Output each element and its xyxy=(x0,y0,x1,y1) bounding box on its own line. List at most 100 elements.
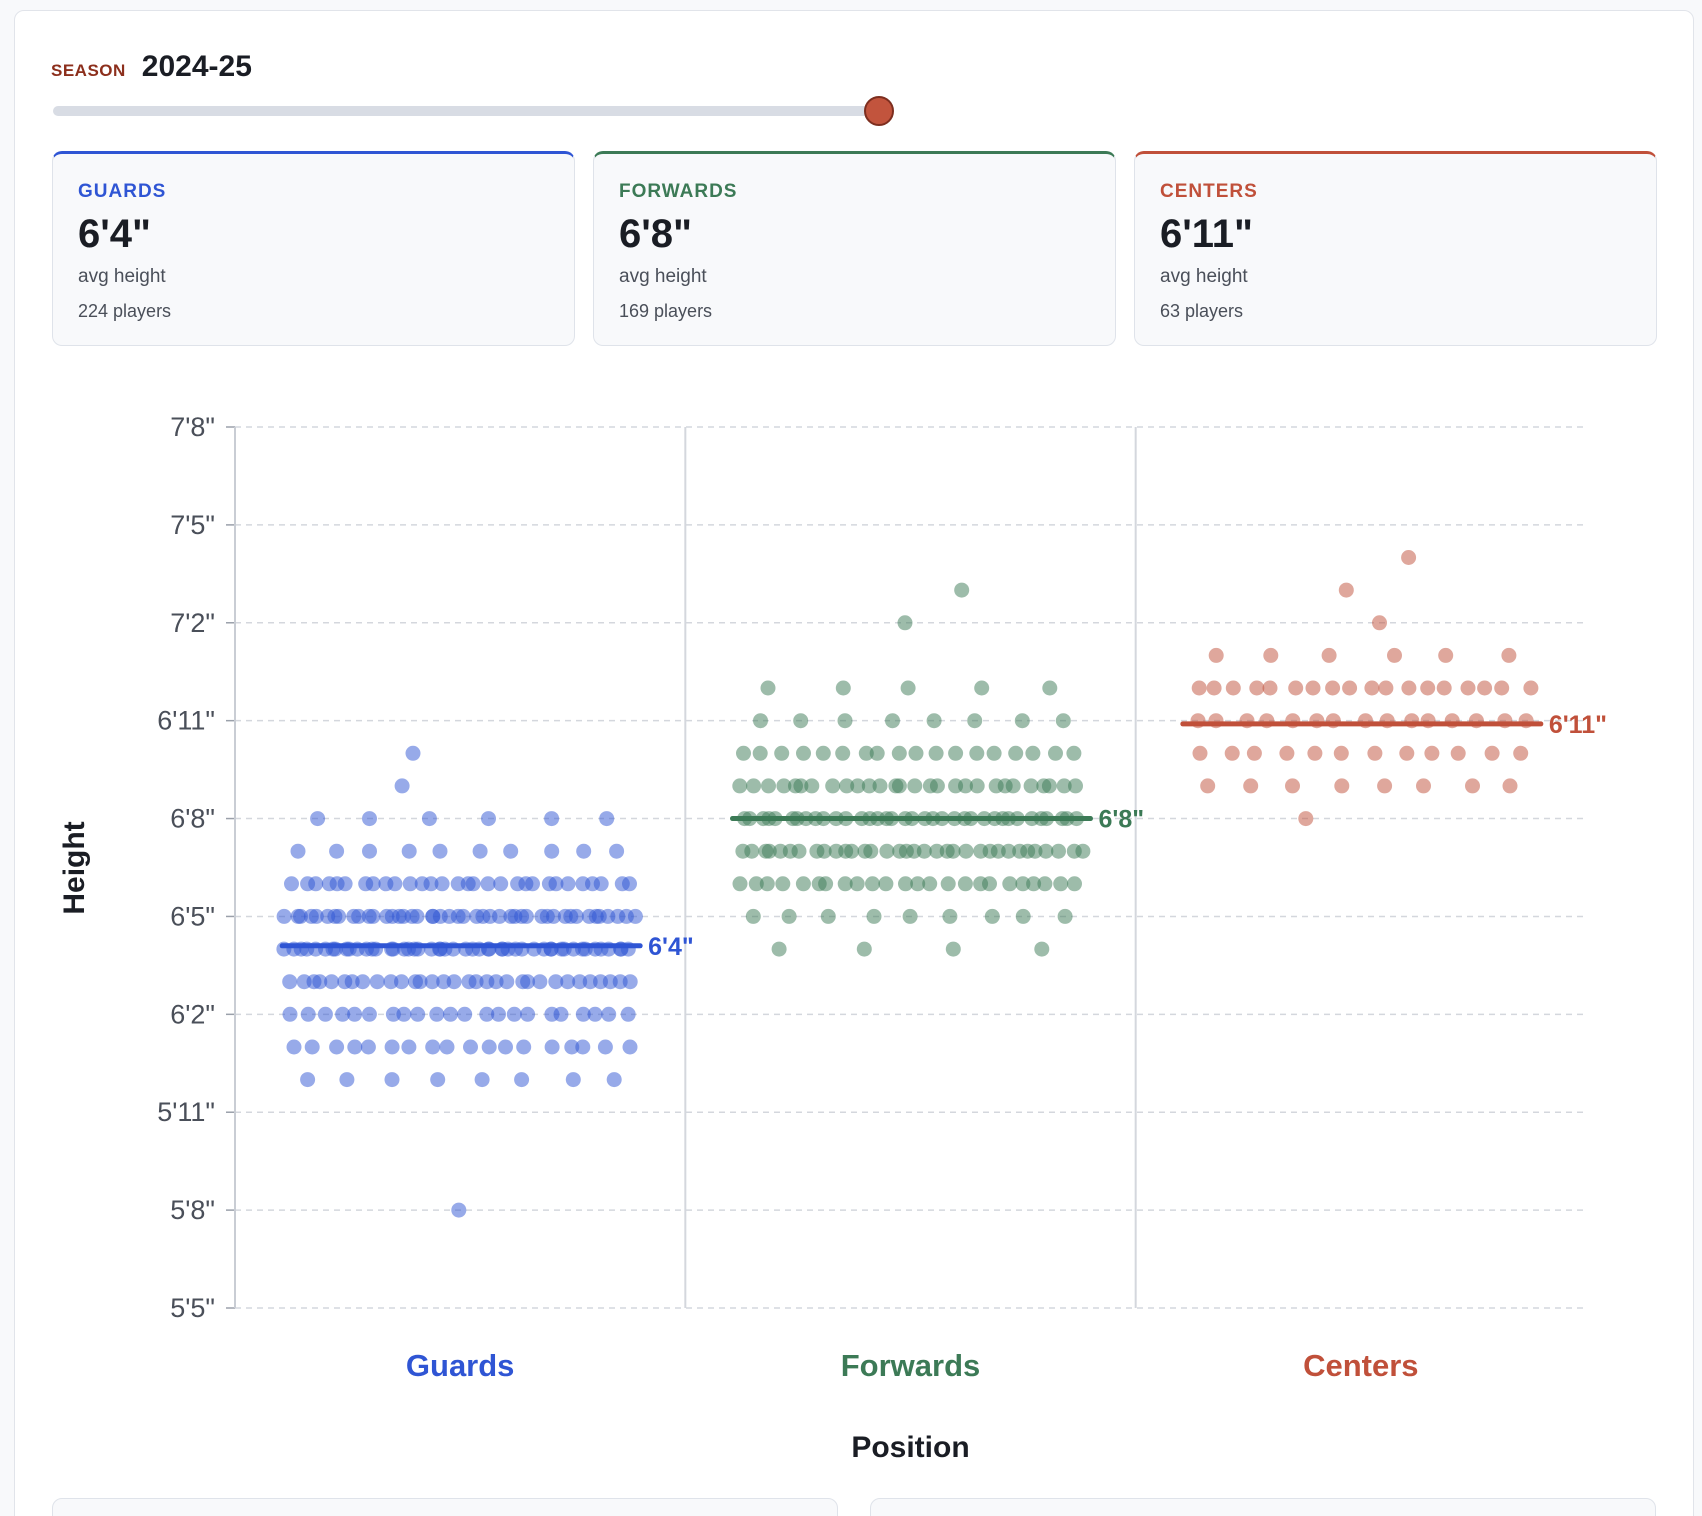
season-slider-thumb[interactable] xyxy=(864,96,894,126)
player-dot xyxy=(863,843,879,859)
player-dot xyxy=(276,908,292,924)
player-dot xyxy=(1023,778,1039,794)
player-dot xyxy=(1008,745,1024,761)
player-dot xyxy=(384,1072,400,1088)
player-dot xyxy=(974,680,990,696)
player-dot xyxy=(897,615,913,631)
player-dot xyxy=(942,908,958,924)
player-dot xyxy=(412,974,428,990)
player-dot xyxy=(335,1006,351,1022)
player-dot xyxy=(1502,778,1518,794)
y-tick-label: 6'8" xyxy=(170,804,215,834)
player-dot xyxy=(774,745,790,761)
player-dot xyxy=(339,1072,355,1088)
player-dot xyxy=(839,778,855,794)
player-dot xyxy=(1288,680,1304,696)
player-dot xyxy=(1246,745,1262,761)
player-dot xyxy=(439,1039,455,1055)
player-dot xyxy=(891,745,907,761)
player-dot xyxy=(929,843,945,859)
player-dot xyxy=(429,1006,445,1022)
player-dot xyxy=(1027,843,1043,859)
player-dot xyxy=(1285,778,1300,794)
player-dot xyxy=(587,1006,603,1022)
player-dot xyxy=(498,1039,513,1055)
player-dot xyxy=(465,876,481,892)
player-dot xyxy=(601,1006,617,1022)
player-dot xyxy=(1484,745,1500,761)
player-dot xyxy=(775,876,791,892)
player-dot xyxy=(481,811,496,827)
player-dot xyxy=(520,1006,536,1022)
player-dot xyxy=(1367,745,1383,761)
player-dot xyxy=(1416,778,1431,794)
player-dot xyxy=(815,745,831,761)
player-dot xyxy=(1420,680,1436,696)
player-dot xyxy=(430,1072,446,1088)
player-dot xyxy=(384,1039,400,1055)
player-dot xyxy=(796,745,811,761)
season-slider[interactable] xyxy=(53,96,894,126)
card-player-count: 63 players xyxy=(1160,301,1244,321)
player-dot xyxy=(745,908,761,924)
player-dot xyxy=(544,843,560,859)
player-dot xyxy=(324,974,340,990)
player-dot xyxy=(286,1039,302,1055)
player-dot xyxy=(818,876,834,892)
player-dot xyxy=(907,778,923,794)
player-dot xyxy=(825,778,841,794)
avg-label: 6'11" xyxy=(1549,711,1607,739)
player-dot xyxy=(344,974,360,990)
player-dot xyxy=(1048,745,1063,761)
player-dot xyxy=(1378,680,1394,696)
player-dot xyxy=(503,843,519,859)
player-dot xyxy=(329,843,345,859)
player-dot xyxy=(1523,680,1539,696)
player-dot xyxy=(576,843,592,859)
player-dot xyxy=(986,745,1002,761)
player-dot xyxy=(432,843,448,859)
card-player-count: 169 players xyxy=(619,301,713,321)
player-dot xyxy=(548,876,564,892)
player-dot xyxy=(954,582,970,598)
player-dot xyxy=(405,745,421,761)
player-dot xyxy=(434,876,450,892)
player-dot xyxy=(593,876,609,892)
player-dot xyxy=(1053,876,1069,892)
player-dot xyxy=(752,745,768,761)
player-dot xyxy=(1224,745,1240,761)
y-tick-label: 5'8" xyxy=(170,1195,215,1225)
player-dot xyxy=(1191,680,1207,696)
player-dot xyxy=(568,908,584,924)
season-slider-track[interactable] xyxy=(53,106,880,116)
player-dot xyxy=(850,778,866,794)
player-dot xyxy=(837,713,853,729)
player-dot xyxy=(1005,778,1021,794)
player-dot xyxy=(463,1039,478,1055)
player-dot xyxy=(1460,680,1476,696)
player-dot xyxy=(468,974,484,990)
player-dot xyxy=(365,876,381,892)
card-avg-value: 6'8" xyxy=(619,212,692,256)
player-dot xyxy=(282,1006,298,1022)
player-dot xyxy=(1002,876,1018,892)
player-dot xyxy=(1263,647,1279,663)
player-dot xyxy=(290,843,306,859)
player-dot xyxy=(771,941,787,957)
card-title: CENTERS xyxy=(1160,181,1258,202)
card-title: FORWARDS xyxy=(619,181,738,202)
player-dot xyxy=(885,713,900,729)
player-dot xyxy=(776,778,792,794)
player-dot xyxy=(900,680,916,696)
player-dot xyxy=(940,876,956,892)
player-dot xyxy=(300,1072,316,1088)
player-dot xyxy=(1055,713,1071,729)
player-dot xyxy=(1056,778,1072,794)
player-dot xyxy=(300,1006,316,1022)
player-dot xyxy=(967,713,983,729)
player-dot xyxy=(1015,876,1031,892)
player-dot xyxy=(1026,876,1042,892)
player-dot xyxy=(455,908,471,924)
player-dot xyxy=(514,1072,530,1088)
player-dot xyxy=(622,1039,638,1055)
